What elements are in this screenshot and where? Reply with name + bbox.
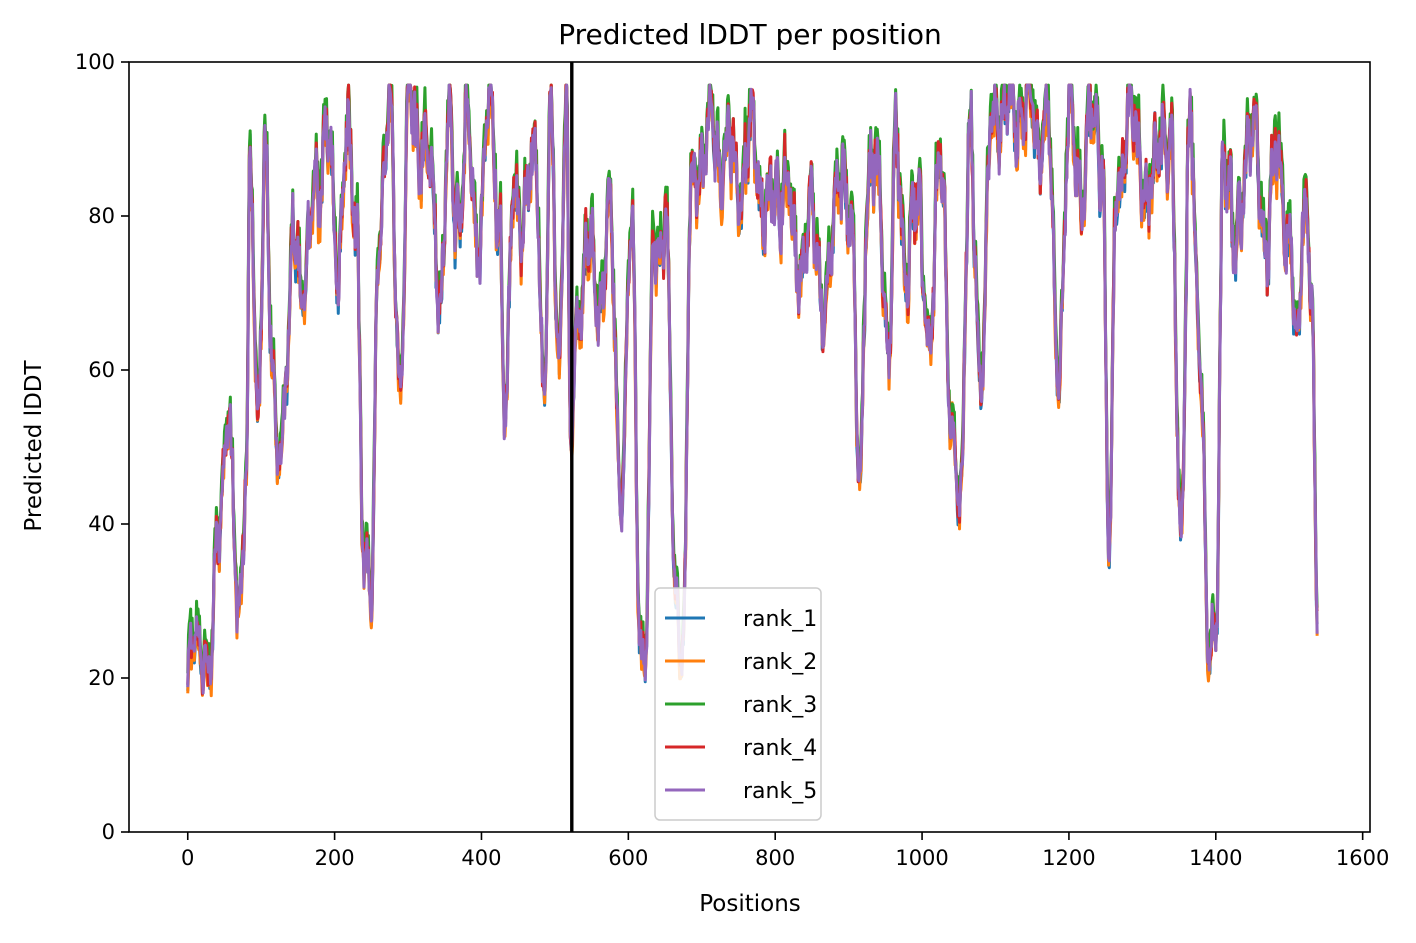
plot-lines <box>186 83 1319 698</box>
x-tick-label: 200 <box>315 846 355 870</box>
x-tick-label: 0 <box>181 846 194 870</box>
legend-label: rank_5 <box>743 779 817 804</box>
series-line-rank-5 <box>186 83 1319 695</box>
y-tick-label: 40 <box>88 512 115 536</box>
x-tick-label: 600 <box>608 846 648 870</box>
legend-box <box>654 587 822 821</box>
y-tick-label: 100 <box>75 50 115 74</box>
chart-title: Predicted lDDT per position <box>558 18 942 51</box>
x-tick-label: 1400 <box>1189 846 1242 870</box>
y-tick-label: 20 <box>88 666 115 690</box>
x-tick-label: 800 <box>755 846 795 870</box>
legend-label: rank_4 <box>743 736 817 761</box>
legend-label: rank_3 <box>743 693 817 718</box>
plot-frame <box>128 61 1371 833</box>
y-tick-label: 60 <box>88 358 115 382</box>
y-tick-label: 80 <box>88 204 115 228</box>
legend-label: rank_1 <box>743 607 817 632</box>
y-tick-label: 0 <box>102 820 115 844</box>
legend-label: rank_2 <box>743 650 817 675</box>
x-tick-label: 1000 <box>895 846 948 870</box>
x-axis-label: Positions <box>699 891 801 917</box>
x-axis: 0 200 400 600 800 1000 1200 1400 1600 <box>181 832 1389 870</box>
x-tick-label: 400 <box>461 846 501 870</box>
y-axis-label: Predicted lDDT <box>21 359 47 531</box>
y-axis: 0 20 40 60 80 100 <box>75 50 129 844</box>
x-tick-label: 1600 <box>1336 846 1389 870</box>
x-tick-label: 1200 <box>1042 846 1095 870</box>
legend: rank_1 rank_2 rank_3 rank_4 rank_5 <box>654 587 822 821</box>
